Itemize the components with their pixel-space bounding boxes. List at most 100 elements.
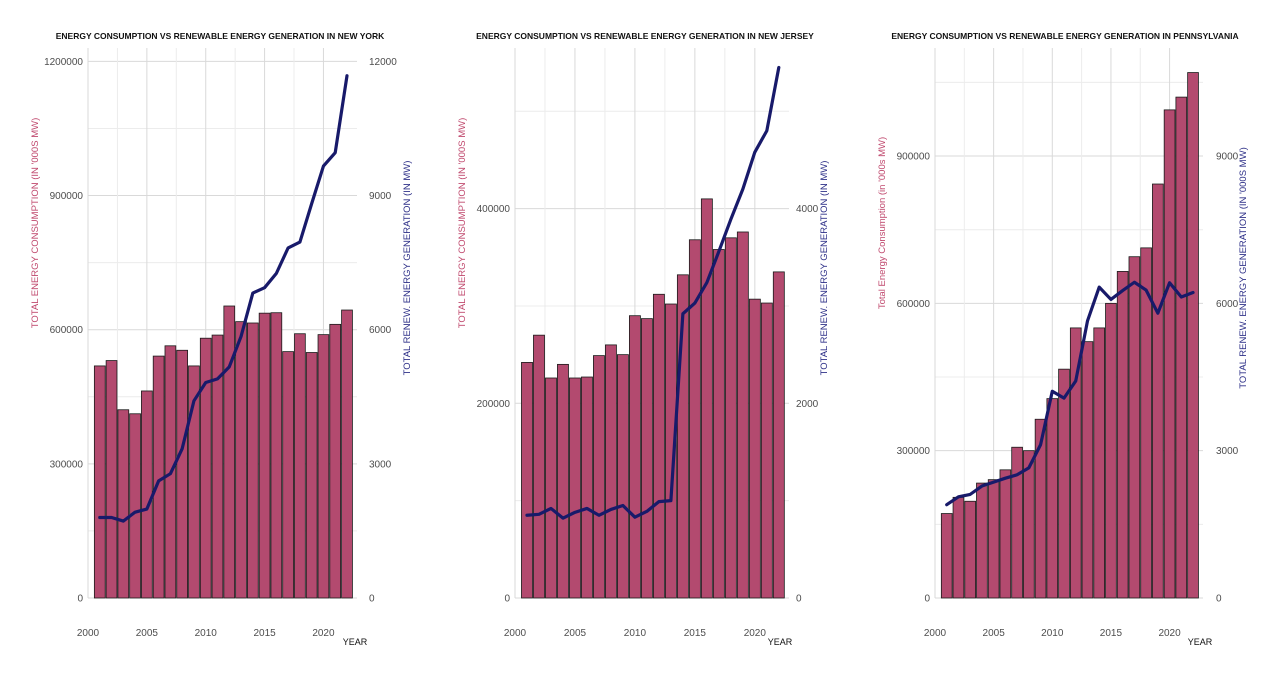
tick-label: 0 bbox=[796, 594, 802, 605]
bar bbox=[1105, 302, 1117, 599]
bars bbox=[521, 198, 785, 599]
chart-title: ENERGY CONSUMPTION VS RENEWABLE ENERGY G… bbox=[476, 31, 814, 41]
bar bbox=[640, 318, 653, 599]
bar bbox=[199, 337, 212, 599]
bar bbox=[1163, 109, 1176, 599]
bar bbox=[999, 469, 1012, 599]
bar bbox=[976, 482, 988, 599]
tick-label: 2005 bbox=[564, 628, 587, 639]
tick-label: 2005 bbox=[983, 628, 1006, 639]
bar bbox=[748, 298, 761, 599]
tick-label: 3000 bbox=[369, 459, 392, 470]
bar bbox=[141, 390, 153, 599]
bar bbox=[129, 413, 141, 599]
tick-label: 0 bbox=[77, 594, 83, 605]
y-axis-left-ticks: 0 300000 600000 900000 bbox=[897, 152, 931, 605]
tick-label: 600000 bbox=[50, 325, 84, 336]
bar bbox=[1023, 450, 1035, 599]
tick-label: 2000 bbox=[504, 628, 527, 639]
x-axis-ticks: 2000 2005 2010 2015 2020 bbox=[924, 628, 1181, 639]
bar bbox=[1034, 418, 1047, 599]
bar bbox=[1093, 327, 1105, 599]
chart-pennsylvania: ENERGY CONSUMPTION VS RENEWABLE ENERGY G… bbox=[845, 0, 1280, 678]
tick-label: 2000 bbox=[77, 628, 100, 639]
bar bbox=[211, 334, 224, 599]
tick-label: 2015 bbox=[1100, 628, 1123, 639]
x-axis-label: YEAR bbox=[343, 637, 368, 647]
tick-label: 9000 bbox=[1216, 152, 1239, 163]
y-axis-right-label: TOTAL RENEW. ENERGY GENERATION (IN '000S… bbox=[1238, 147, 1249, 388]
bar bbox=[940, 513, 953, 599]
bar bbox=[235, 321, 247, 599]
tick-label: 9000 bbox=[369, 191, 392, 202]
y-axis-right-ticks: 0 3000 6000 9000 bbox=[1216, 152, 1239, 605]
bar bbox=[557, 363, 569, 599]
bar bbox=[581, 376, 593, 599]
tick-label: 2020 bbox=[312, 628, 335, 639]
tick-label: 2010 bbox=[624, 628, 647, 639]
bar bbox=[617, 354, 629, 599]
x-axis-ticks: 2000 2005 2010 2015 2020 bbox=[504, 628, 767, 639]
bar bbox=[117, 409, 130, 599]
chart-title: ENERGY CONSUMPTION VS RENEWABLE ENERGY G… bbox=[891, 31, 1238, 41]
tick-label: 2010 bbox=[195, 628, 218, 639]
bar bbox=[188, 365, 200, 599]
bar bbox=[341, 309, 353, 599]
tick-label: 6000 bbox=[1216, 299, 1239, 310]
bar bbox=[294, 333, 306, 599]
x-axis-ticks: 2000 2005 2010 2015 2020 bbox=[77, 628, 335, 639]
x-axis-label: YEAR bbox=[1188, 637, 1213, 647]
tick-label: 2015 bbox=[253, 628, 276, 639]
bar bbox=[1011, 446, 1023, 599]
bar bbox=[246, 322, 259, 599]
bar bbox=[223, 305, 236, 599]
bar bbox=[105, 360, 118, 599]
chart-svg: ENERGY CONSUMPTION VS RENEWABLE ENERGY G… bbox=[30, 31, 413, 647]
tick-label: 300000 bbox=[897, 446, 931, 457]
bar bbox=[987, 479, 1000, 599]
y-axis-left-label: Total Energy Consumption (in '000s MW) bbox=[877, 137, 888, 309]
bar bbox=[593, 355, 605, 599]
line-series bbox=[98, 74, 349, 523]
bar bbox=[317, 334, 330, 599]
y-axis-left-label: TOTAL ENERGY CONSUMPTION (IN '000S MW) bbox=[30, 118, 41, 329]
tick-label: 2005 bbox=[136, 628, 159, 639]
bar bbox=[1128, 256, 1141, 599]
chart-svg: ENERGY CONSUMPTION VS RENEWABLE ENERGY G… bbox=[877, 31, 1249, 647]
tick-label: 2020 bbox=[1158, 628, 1181, 639]
tick-label: 1200000 bbox=[44, 57, 83, 68]
y-axis-left-label: TOTAL ENERGY CONSUMPTION (IN '000S MW) bbox=[457, 118, 468, 329]
tick-label: 2020 bbox=[744, 628, 767, 639]
bar bbox=[964, 500, 976, 599]
x-axis-label: YEAR bbox=[768, 637, 793, 647]
tick-label: 2000 bbox=[796, 399, 819, 410]
bar bbox=[258, 312, 271, 599]
bar bbox=[760, 302, 773, 599]
bar bbox=[712, 249, 725, 599]
bar bbox=[521, 362, 533, 599]
tick-label: 0 bbox=[924, 594, 930, 605]
bar bbox=[772, 271, 785, 599]
line-series bbox=[945, 280, 1195, 507]
tick-label: 0 bbox=[369, 594, 375, 605]
bar bbox=[176, 349, 188, 599]
tick-label: 900000 bbox=[50, 191, 84, 202]
bar bbox=[676, 274, 689, 599]
bar bbox=[700, 198, 713, 599]
bar bbox=[736, 231, 749, 599]
bar bbox=[605, 344, 617, 599]
y-axis-right-label: TOTAL RENEW. ENERGY GENERATION (IN MW) bbox=[819, 161, 830, 376]
y-axis-right-label: TOTAL RENEW. ENERGY GENERATION (IN MW) bbox=[402, 161, 413, 376]
bar bbox=[305, 352, 318, 599]
tick-label: 3000 bbox=[1216, 446, 1239, 457]
bar bbox=[1175, 96, 1188, 599]
bar bbox=[952, 496, 965, 599]
tick-label: 600000 bbox=[897, 299, 931, 310]
tick-label: 200000 bbox=[477, 399, 511, 410]
tick-label: 12000 bbox=[369, 57, 397, 68]
bar bbox=[1069, 327, 1082, 599]
bar bbox=[1081, 341, 1094, 599]
tick-label: 0 bbox=[504, 594, 510, 605]
bar bbox=[1187, 72, 1199, 599]
bar bbox=[724, 237, 737, 599]
